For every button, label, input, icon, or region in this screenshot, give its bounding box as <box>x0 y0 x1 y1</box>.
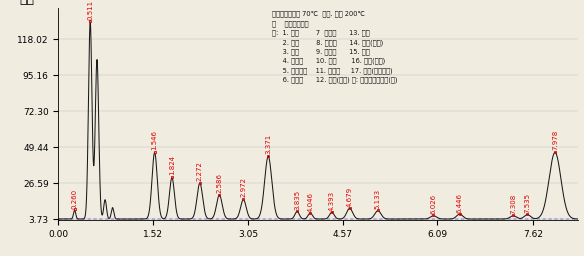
Text: 6.026: 6.026 <box>430 194 436 215</box>
Text: 5.133: 5.133 <box>375 189 381 209</box>
Text: 6.446: 6.446 <box>457 193 463 213</box>
Text: 1.824: 1.824 <box>169 155 175 175</box>
Text: 4.679: 4.679 <box>347 187 353 207</box>
Text: 1.546: 1.546 <box>152 130 158 150</box>
Text: 色谱条件：柱温 70℃  汽化. 检测 200℃
酒    样：古井贡酒
峰:  1. 乙醒        7  异丁醒      13. 丙酸
     2.: 色谱条件：柱温 70℃ 汽化. 检测 200℃ 酒 样：古井贡酒 峰: 1. 乙… <box>272 11 397 83</box>
Text: 3.371: 3.371 <box>265 134 271 154</box>
Text: 2.586: 2.586 <box>216 173 223 193</box>
Text: 4.046: 4.046 <box>307 192 313 212</box>
Text: 7.308: 7.308 <box>510 194 516 215</box>
Text: 3.835: 3.835 <box>294 190 300 210</box>
Text: 4.393: 4.393 <box>329 191 335 211</box>
Text: 2.272: 2.272 <box>197 161 203 181</box>
Text: 0.511: 0.511 <box>87 0 93 20</box>
Text: 毫伏: 毫伏 <box>19 0 34 6</box>
Text: 7.535: 7.535 <box>524 193 530 214</box>
Text: 0.260: 0.260 <box>72 189 78 209</box>
Text: 2.972: 2.972 <box>241 177 246 197</box>
Text: 7.978: 7.978 <box>552 130 558 150</box>
